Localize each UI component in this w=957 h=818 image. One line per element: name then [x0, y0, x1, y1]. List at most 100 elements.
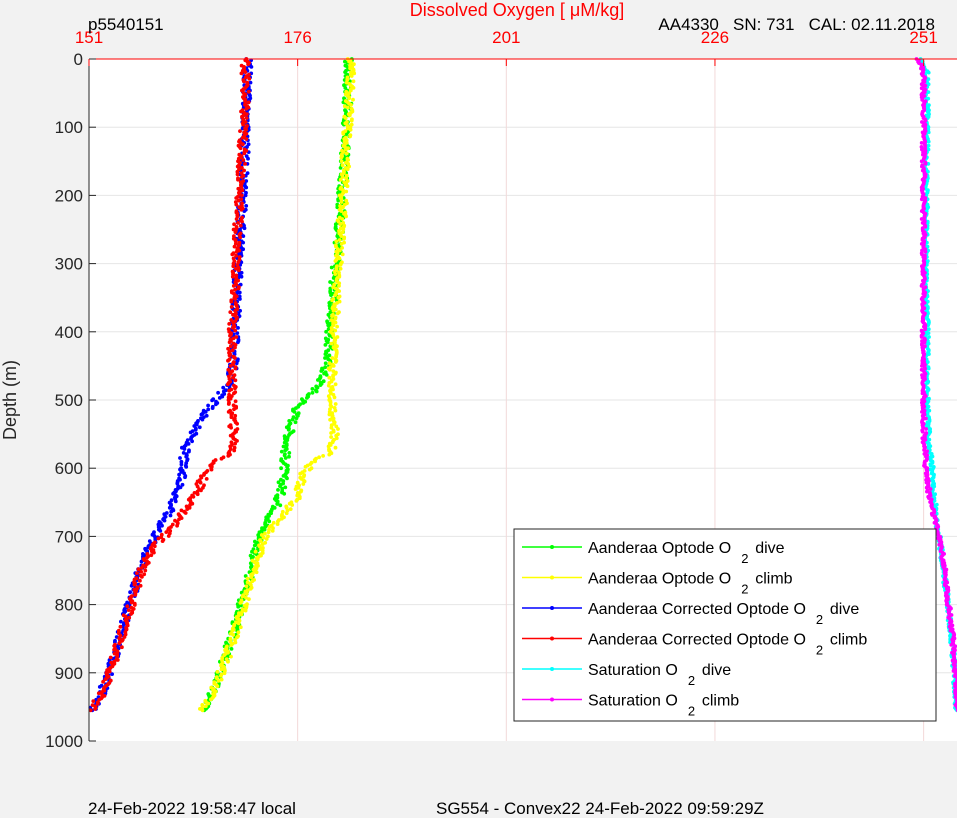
data-point [326, 327, 331, 332]
data-point [226, 358, 230, 363]
data-point [229, 344, 233, 349]
data-point [182, 447, 187, 451]
data-point [226, 410, 231, 414]
data-point [177, 472, 182, 477]
data-point [323, 365, 328, 370]
legend-suffix: climb [702, 693, 739, 710]
data-point [234, 266, 238, 271]
data-point [338, 166, 343, 170]
data-point [152, 550, 156, 555]
data-point [340, 217, 345, 221]
data-point [160, 523, 164, 528]
data-point [339, 159, 344, 164]
data-point [349, 118, 354, 123]
data-point [183, 511, 188, 515]
data-point [231, 633, 236, 637]
data-point [236, 221, 240, 225]
data-point [233, 441, 238, 446]
series-3 [88, 57, 252, 713]
data-point [327, 367, 332, 372]
data-point [231, 264, 236, 269]
data-point [96, 691, 101, 696]
legend-label: Aanderaa Optode O [588, 540, 731, 557]
data-point [230, 348, 235, 353]
data-point [338, 263, 343, 267]
legend-label: Saturation O [588, 693, 678, 710]
data-point [233, 399, 238, 404]
data-point [210, 398, 215, 403]
data-point [345, 105, 350, 110]
data-point [232, 407, 236, 412]
data-point [243, 162, 247, 166]
data-point [260, 542, 265, 546]
data-point [262, 527, 267, 532]
data-point [327, 452, 332, 457]
data-point [199, 488, 203, 493]
data-point [229, 647, 234, 651]
data-point [924, 416, 928, 421]
data-point [237, 290, 242, 295]
legend-suffix: climb [755, 571, 792, 588]
y-tick-label: 1000 [45, 732, 83, 751]
data-point [185, 507, 190, 511]
y-tick-label: 0 [74, 50, 83, 69]
data-point [327, 301, 332, 305]
data-point [175, 523, 180, 528]
data-point [132, 582, 137, 587]
data-point [217, 396, 222, 400]
legend-subscript: 2 [688, 704, 695, 719]
data-point [227, 388, 232, 393]
data-point [139, 559, 144, 564]
data-point [243, 70, 248, 74]
data-point [343, 70, 347, 74]
legend-suffix: climb [830, 632, 867, 649]
data-point [204, 704, 208, 709]
data-point [288, 507, 293, 511]
legend-entry: Aanderaa Optode O 2 climb [522, 571, 793, 597]
data-point [231, 326, 235, 330]
data-point [206, 407, 211, 412]
data-point [269, 511, 273, 516]
data-point [327, 375, 332, 380]
data-point [201, 485, 205, 490]
data-point [259, 533, 264, 537]
data-point [330, 356, 335, 360]
data-point [173, 499, 178, 504]
data-point [240, 594, 245, 599]
data-point [338, 266, 343, 271]
data-point [242, 226, 247, 231]
data-point [271, 520, 276, 525]
data-point [241, 240, 246, 245]
series-1 [198, 57, 357, 713]
data-point [919, 159, 924, 164]
data-point [120, 645, 124, 650]
data-point [88, 708, 93, 713]
data-point [188, 503, 192, 507]
data-point [339, 209, 344, 214]
data-point [285, 476, 289, 481]
data-point [240, 219, 244, 224]
data-point [168, 513, 173, 518]
data-point [233, 287, 237, 292]
data-point [234, 202, 239, 207]
data-point [329, 435, 333, 439]
data-point [290, 417, 295, 422]
data-point [126, 608, 131, 612]
data-point [232, 445, 237, 450]
data-point [328, 400, 333, 405]
legend-marker [550, 545, 554, 549]
data-point [301, 482, 306, 486]
data-point [331, 387, 335, 392]
data-point [240, 175, 244, 179]
data-point [334, 265, 339, 270]
data-point [347, 96, 352, 101]
data-point [348, 134, 352, 139]
data-point [238, 223, 243, 228]
data-point [920, 429, 925, 434]
data-point [335, 344, 339, 349]
data-point [333, 408, 338, 413]
data-point [229, 299, 234, 304]
data-point [250, 579, 255, 584]
data-point [314, 389, 319, 394]
data-point [330, 440, 335, 445]
